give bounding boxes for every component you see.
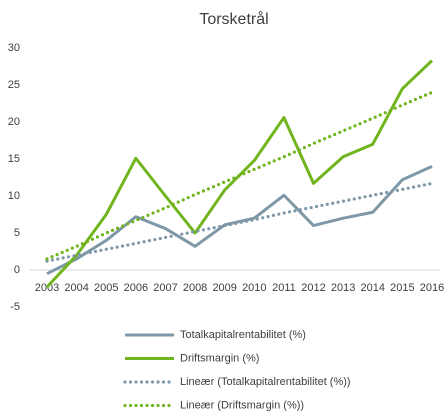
- x-tick-label: 2005: [94, 282, 118, 294]
- chart-title: Torsketrål: [199, 10, 268, 28]
- legend-label: Lineær (Totalkapitalrentabilitet (%)): [180, 376, 351, 388]
- y-tick-label: 25: [8, 79, 20, 91]
- y-tick-label: 30: [8, 42, 20, 54]
- x-tick-label: 2003: [35, 282, 59, 294]
- x-tick-label: 2009: [212, 282, 236, 294]
- x-tick-label: 2015: [390, 282, 414, 294]
- x-tick-label: 2007: [153, 282, 177, 294]
- series-line: [45, 181, 434, 263]
- y-tick-label: 5: [14, 227, 20, 239]
- x-tick-label: 2013: [331, 282, 355, 294]
- legend-label: Totalkapitalrentabilitet (%): [180, 329, 306, 341]
- x-tick-label: 2011: [272, 282, 296, 294]
- y-tick-label: -5: [10, 301, 20, 313]
- y-tick-label: 20: [8, 116, 20, 128]
- y-tick-label: 15: [8, 153, 20, 165]
- x-tick-label: 2004: [64, 282, 88, 294]
- x-tick-label: 2010: [242, 282, 266, 294]
- series-line: [45, 90, 434, 261]
- y-tick-label: 0: [14, 264, 20, 276]
- x-tick-label: 2008: [183, 282, 207, 294]
- legend-label: Lineær (Driftsmargin (%)): [180, 399, 304, 411]
- x-tick-label: 2006: [124, 282, 148, 294]
- series-line: [45, 59, 434, 289]
- legend-label: Driftsmargin (%): [180, 352, 259, 364]
- series-line: [46, 165, 433, 276]
- x-tick-label: 2012: [301, 282, 325, 294]
- x-tick-label: 2014: [361, 282, 385, 294]
- x-tick-label: 2016: [420, 282, 444, 294]
- y-tick-label: 10: [8, 190, 20, 202]
